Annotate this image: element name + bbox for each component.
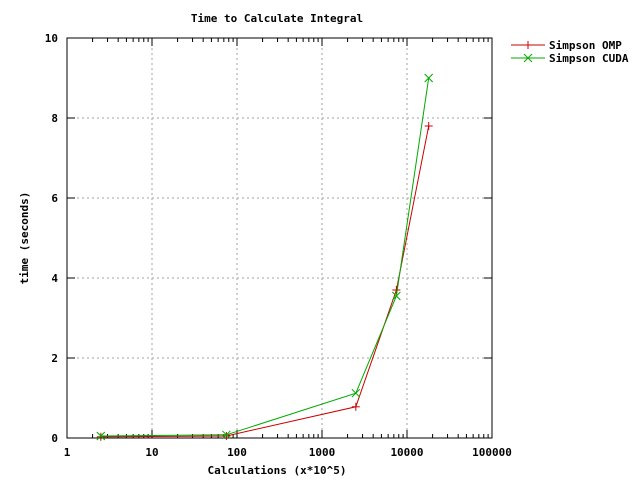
- data-point: [392, 286, 401, 294]
- y-tick-label: 0: [51, 432, 58, 445]
- legend-label: Simpson CUDA: [549, 52, 629, 65]
- legend-label: Simpson OMP: [549, 39, 622, 52]
- series-1: [96, 122, 433, 441]
- legend-item: Simpson OMP: [511, 39, 622, 52]
- data-point: [392, 291, 401, 301]
- y-tick-label: 6: [51, 192, 58, 205]
- y-tick-label: 4: [51, 272, 58, 285]
- point-marker: [424, 73, 434, 83]
- data-point: [222, 432, 231, 440]
- data-point: [96, 432, 105, 441]
- point-marker: [392, 291, 401, 301]
- x-tick-label: 1: [64, 446, 71, 459]
- plot-frame: [66, 37, 493, 439]
- series-layer: [96, 73, 434, 441]
- y-axis-label: time (seconds): [18, 192, 31, 285]
- x-axis-label: Calculations (x*10^5): [207, 464, 346, 477]
- x-tick-label: 100000: [472, 446, 512, 459]
- data-point: [351, 388, 361, 398]
- point-marker: [222, 430, 231, 440]
- data-point: [424, 122, 433, 130]
- point-marker: [351, 388, 361, 398]
- x-tick-label: 10000: [390, 446, 423, 459]
- point-marker: [96, 431, 106, 441]
- data-point: [424, 73, 434, 83]
- x-tick-label: 100: [227, 446, 247, 459]
- data-point: [351, 402, 360, 411]
- series-2: [96, 73, 434, 441]
- y-tick-label: 10: [45, 32, 58, 45]
- chart-title: Time to Calculate Integral: [191, 12, 363, 25]
- data-point: [96, 431, 106, 441]
- x-tick-label: 10: [145, 446, 158, 459]
- axis-ticks: 1 10 100 1000 10000 100000 0 2 4 6 8 10: [45, 32, 512, 459]
- y-tick-label: 8: [51, 112, 58, 125]
- data-point: [222, 430, 231, 440]
- x-tick-label: 1000: [309, 446, 336, 459]
- legend-marker: [523, 53, 533, 63]
- legend-item: Simpson CUDA: [511, 52, 629, 65]
- y-tick-label: 2: [51, 352, 58, 365]
- series-line: [100, 77, 430, 437]
- series-line: [100, 125, 430, 438]
- grid: [67, 38, 492, 438]
